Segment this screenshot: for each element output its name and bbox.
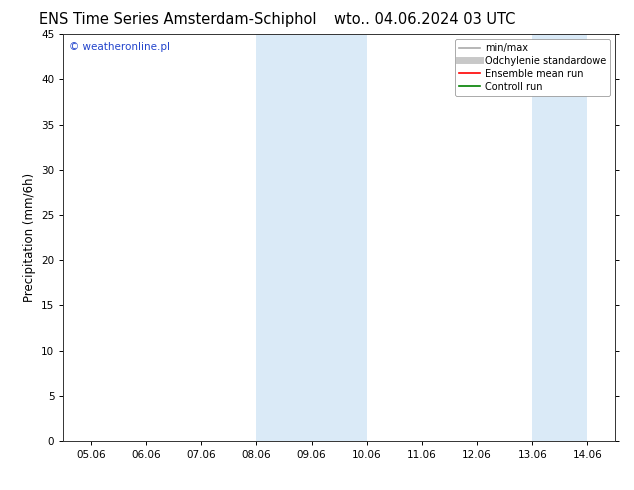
Text: © weatheronline.pl: © weatheronline.pl: [69, 43, 170, 52]
Bar: [256, 34, 367, 441]
Bar: [533, 34, 588, 441]
Text: ENS Time Series Amsterdam-Schiphol: ENS Time Series Amsterdam-Schiphol: [39, 12, 316, 27]
Legend: min/max, Odchylenie standardowe, Ensemble mean run, Controll run: min/max, Odchylenie standardowe, Ensembl…: [455, 39, 610, 96]
Y-axis label: Precipitation (mm/6h): Precipitation (mm/6h): [23, 173, 36, 302]
Text: wto.. 04.06.2024 03 UTC: wto.. 04.06.2024 03 UTC: [334, 12, 515, 27]
